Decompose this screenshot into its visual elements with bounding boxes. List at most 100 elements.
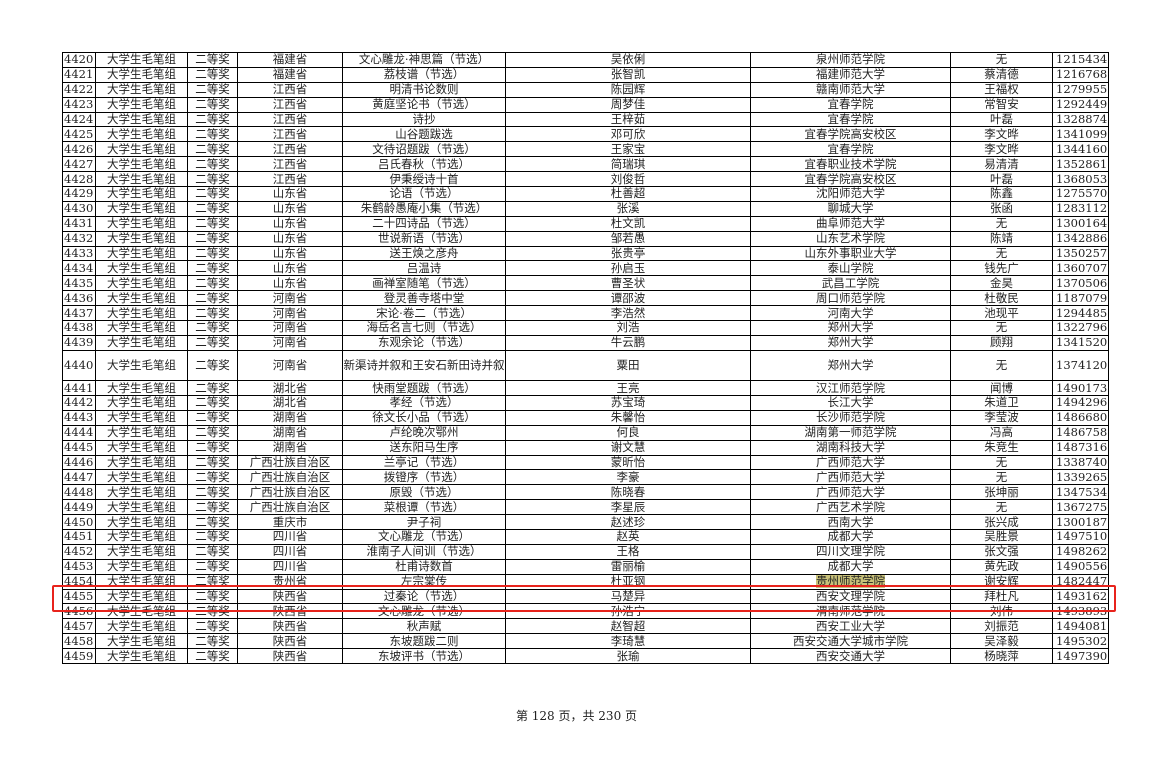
- school-cell: 郑州大学: [750, 349, 951, 382]
- highlighted-text: 贵州师范学院: [816, 574, 885, 589]
- category-cell: 大学生毛笔组: [95, 603, 188, 620]
- author-cell: 张智凯: [505, 66, 751, 83]
- category-cell: 大学生毛笔组: [95, 186, 188, 202]
- author-cell: 牛云鹏: [505, 334, 751, 351]
- province-cell: 四川省: [237, 529, 343, 545]
- advisor-cell: 易清清: [950, 156, 1053, 173]
- province-cell: 江西省: [237, 156, 343, 173]
- row-number-cell: 4434: [62, 260, 96, 277]
- author-cell: 孙浩宁: [505, 603, 751, 620]
- province-cell: 重庆市: [237, 514, 343, 531]
- entry-id-cell: 1215434: [1052, 52, 1109, 68]
- award-level-cell: 二等奖: [187, 349, 238, 382]
- row-number-cell: 4442: [62, 395, 96, 411]
- advisor-cell: 李文晔: [950, 141, 1053, 158]
- advisor-cell: 无: [950, 469, 1053, 486]
- author-cell: 陈园辉: [505, 81, 751, 98]
- table-row: 4433 大学生毛笔组 二等奖 山东省 送王焕之彦舟 张贵亭 山东外事职业大学无 135025…: [62, 245, 1109, 262]
- row-number-cell: 4428: [62, 171, 96, 188]
- author-cell: 邹若愚: [505, 230, 751, 247]
- table-row: 4450 大学生毛笔组 二等奖 重庆市 尹子祠 赵述珍 西南大学 张兴成 1300187: [62, 514, 1109, 531]
- school-cell: 宜春职业技术学院: [750, 156, 951, 173]
- province-cell: 福建省: [237, 66, 343, 83]
- advisor-cell: 金昊: [950, 275, 1053, 292]
- category-cell: 大学生毛笔组: [95, 409, 188, 426]
- entry-id-cell: 1342886: [1052, 230, 1109, 247]
- province-cell: 广西壮族自治区: [237, 499, 343, 516]
- work-title-cell: 文心雕龙（节选）: [342, 529, 506, 545]
- entry-id-cell: 1328874: [1052, 111, 1109, 128]
- province-cell: 湖南省: [237, 424, 343, 441]
- province-cell: 江西省: [237, 171, 343, 188]
- advisor-cell: 朱竞生: [950, 439, 1053, 456]
- school-cell: 湖南科技大学: [750, 439, 951, 456]
- table-row: 4443 大学生毛笔组 二等奖 湖南省 徐文长小品（节选） 朱馨怡 长沙师范学院 李莹波 148…: [62, 409, 1109, 426]
- advisor-cell: 张坤丽: [950, 484, 1053, 501]
- author-cell: 李浩然: [505, 305, 751, 322]
- entry-id-cell: 1216768: [1052, 66, 1109, 83]
- row-number-cell: 4446: [62, 454, 96, 471]
- entry-id-cell: 1493162: [1052, 588, 1109, 605]
- entry-id-cell: 1494296: [1052, 395, 1109, 411]
- work-title-cell: 兰亭记（节选）: [342, 454, 506, 471]
- province-cell: 江西省: [237, 81, 343, 98]
- school-cell: 周口师范学院: [750, 290, 951, 307]
- entry-id-cell: 1374120: [1052, 349, 1109, 382]
- work-title-cell: 吕温诗: [342, 260, 506, 277]
- award-level-cell: 二等奖: [187, 648, 238, 665]
- table-row: 4445 大学生毛笔组 二等奖 湖南省 送东阳马生序 谢文慧 湖南科技大学 朱竞生 148731…: [62, 439, 1109, 456]
- advisor-cell: 谢安辉: [950, 573, 1053, 590]
- work-title-cell: 黄庭坚论书（节选）: [342, 96, 506, 113]
- table-row: 4448 大学生毛笔组 二等奖 广西壮族自治区 原毁（节选） 陈晓春 广西师范大学 张坤丽 13…: [62, 484, 1109, 501]
- school-cell: 长沙师范学院: [750, 409, 951, 426]
- category-cell: 大学生毛笔组: [95, 588, 188, 605]
- table-row: 4424 大学生毛笔组 二等奖 江西省 诗抄 王梓茹 宜春学院 叶磊 1328874: [62, 111, 1109, 128]
- province-cell: 广西壮族自治区: [237, 469, 343, 486]
- advisor-cell: 陈靖: [950, 230, 1053, 247]
- school-cell: 广西艺术学院: [750, 499, 951, 516]
- award-level-cell: 二等奖: [187, 66, 238, 83]
- province-cell: 河南省: [237, 320, 343, 336]
- award-level-cell: 二等奖: [187, 305, 238, 322]
- row-number-cell: 4455: [62, 588, 96, 605]
- province-cell: 陕西省: [237, 603, 343, 620]
- entry-id-cell: 1497510: [1052, 529, 1109, 545]
- table-row: 4456 大学生毛笔组 二等奖 陕西省 文心雕龙（节选） 孙浩宁 渭南师范学院 刘伟 14938…: [62, 603, 1109, 620]
- school-cell: 汉江师范学院: [750, 380, 951, 396]
- table-row: 4432 大学生毛笔组 二等奖 山东省 世说新语（节选） 邹若愚 山东艺术学院 陈靖 13428…: [62, 230, 1109, 247]
- school-cell: 山东艺术学院: [750, 230, 951, 247]
- school-cell: 宜春学院高安校区: [750, 171, 951, 188]
- table-row: 4429 大学生毛笔组 二等奖 山东省 论语（节选） 杜善超 沈阳师范大学 陈鑫 1275570: [62, 186, 1109, 202]
- entry-id-cell: 1187079: [1052, 290, 1109, 307]
- work-title-cell: 文心雕龙（节选）: [342, 603, 506, 620]
- province-cell: 山东省: [237, 260, 343, 277]
- advisor-cell: 钱先广: [950, 260, 1053, 277]
- entry-id-cell: 1339265: [1052, 469, 1109, 486]
- work-title-cell: 宋论·卷二（节选）: [342, 305, 506, 322]
- row-number-cell: 4445: [62, 439, 96, 456]
- award-level-cell: 二等奖: [187, 409, 238, 426]
- table-row: 4451 大学生毛笔组 二等奖 四川省 文心雕龙（节选） 赵英 成都大学 吴胜景 1497510: [62, 529, 1109, 545]
- province-cell: 河南省: [237, 290, 343, 307]
- author-cell: 王亮: [505, 380, 751, 396]
- award-level-cell: 二等奖: [187, 126, 238, 143]
- province-cell: 福建省: [237, 52, 343, 68]
- work-title-cell: 山谷题跋选: [342, 126, 506, 143]
- work-title-cell: 论语（节选）: [342, 186, 506, 202]
- work-title-cell: 伊秉绶诗十首: [342, 171, 506, 188]
- award-level-cell: 二等奖: [187, 424, 238, 441]
- award-level-cell: 二等奖: [187, 52, 238, 68]
- work-title-cell: 尹子祠: [342, 514, 506, 531]
- award-level-cell: 二等奖: [187, 439, 238, 456]
- school-cell: 宜春学院: [750, 111, 951, 128]
- author-cell: 赵英: [505, 529, 751, 545]
- work-title-cell: 世说新语（节选）: [342, 230, 506, 247]
- province-cell: 陕西省: [237, 633, 343, 650]
- entry-id-cell: 1350257: [1052, 245, 1109, 262]
- row-number-cell: 4456: [62, 603, 96, 620]
- entry-id-cell: 1341099: [1052, 126, 1109, 143]
- table-row: 4446 大学生毛笔组 二等奖 广西壮族自治区 兰亭记（节选） 蒙昕怡 广西师范大学无 133…: [62, 454, 1109, 471]
- row-number-cell: 4441: [62, 380, 96, 396]
- advisor-cell: 闻博: [950, 380, 1053, 396]
- advisor-cell: 拜杜凡: [950, 588, 1053, 605]
